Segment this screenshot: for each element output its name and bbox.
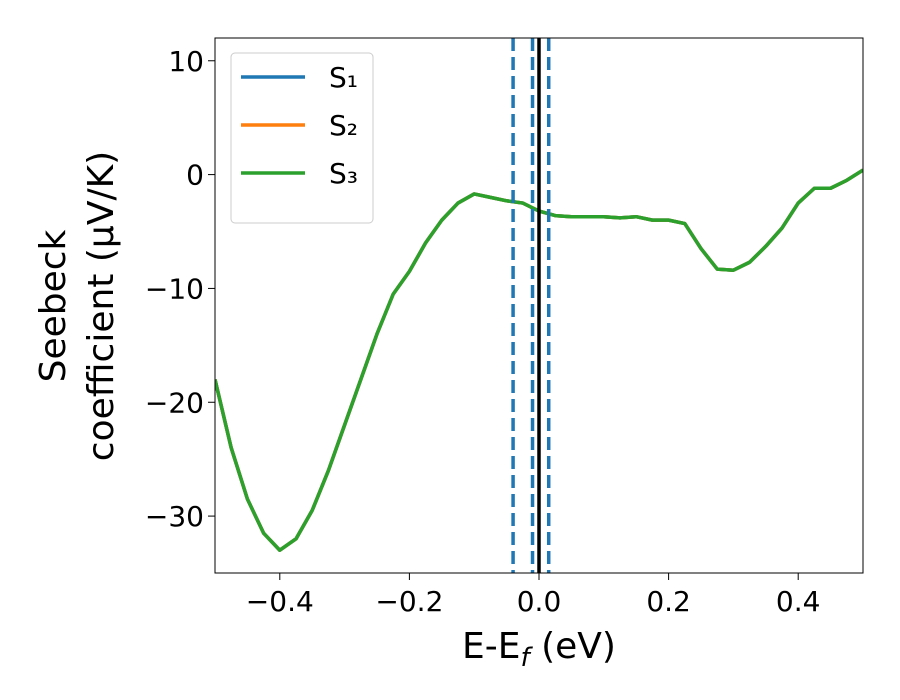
y-axis-label: Seebeck: [33, 229, 74, 382]
legend-box: [230, 52, 374, 224]
legend-label: S₁: [329, 61, 358, 94]
x-label-part: (eV): [530, 626, 616, 667]
y-tick-label: 10: [168, 45, 204, 78]
x-tick-label: 0.0: [517, 585, 562, 618]
y-tick-label: −20: [145, 386, 204, 419]
plot-area: [215, 38, 863, 573]
plot-frame: [214, 37, 864, 574]
x-tick-label: 0.4: [776, 585, 821, 618]
y-tick-label: −10: [145, 272, 204, 305]
y-tick-label: 0: [186, 159, 204, 192]
x-label-part: E-E: [462, 626, 520, 667]
x-tick-label: −0.4: [246, 585, 314, 618]
x-tick-label: −0.2: [375, 585, 443, 618]
y-tick-label: −30: [145, 500, 204, 533]
x-tick-label: 0.2: [646, 585, 691, 618]
x-axis-label: E-Ef (eV): [462, 626, 616, 673]
y-axis-label: coefficient (μV/K): [81, 151, 122, 461]
legend-label: S₃: [329, 157, 358, 190]
legend-label: S₂: [329, 109, 358, 142]
